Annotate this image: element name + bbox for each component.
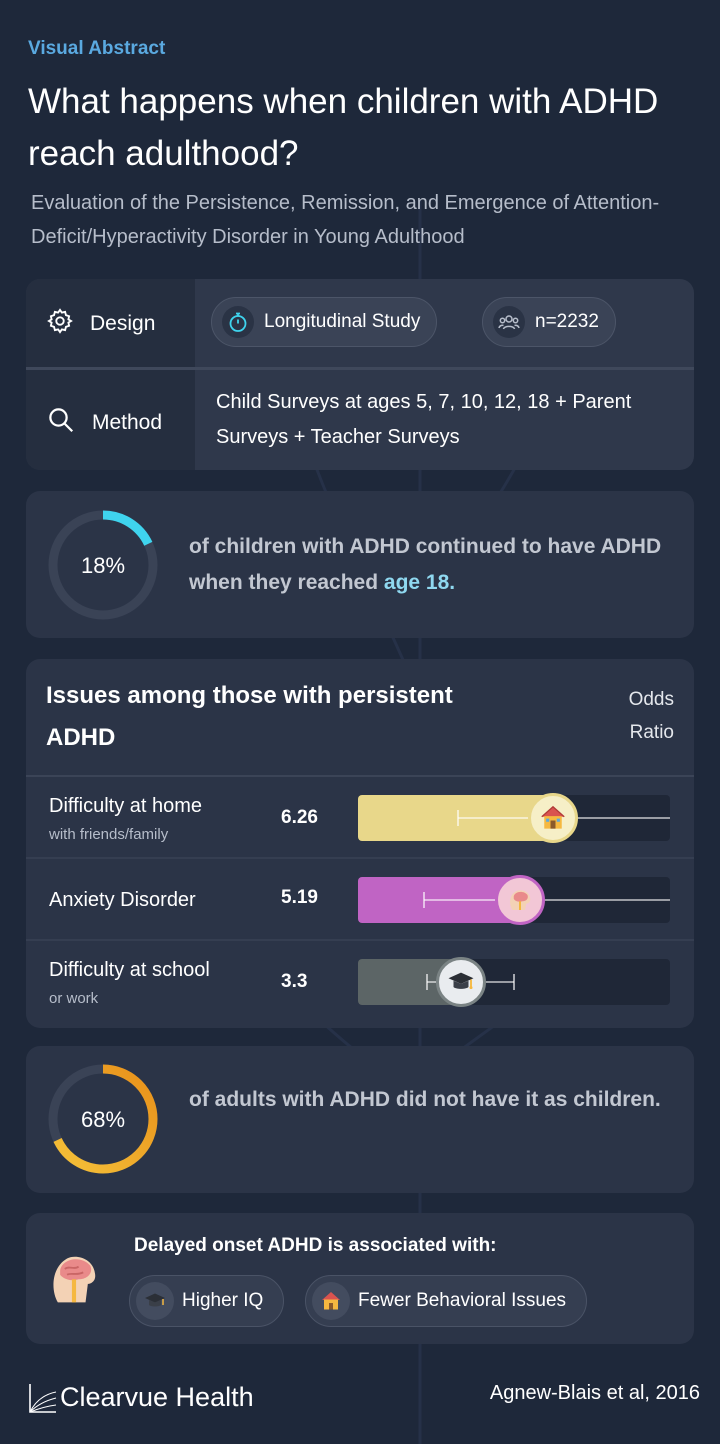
persistence-percent: 18% [81, 553, 125, 578]
confidence-interval-high-tick [513, 974, 515, 990]
graduation-cap-icon [136, 1282, 174, 1320]
persistence-text-highlight: age 18. [383, 571, 456, 594]
brand-name: Clearvue Health [60, 1381, 254, 1412]
house-icon [528, 793, 579, 843]
design-label: Design [90, 312, 156, 335]
brain-icon [494, 875, 545, 925]
issues-card: Issues among those with persistent ADHD … [26, 659, 694, 1028]
odds-ratio-label: Odds Ratio [628, 689, 674, 743]
odds-ratio-bar-track [358, 875, 670, 925]
persistence-card: 18% of children with ADHD continued to h… [26, 491, 694, 638]
odds-ratio-value: 6.26 [281, 807, 318, 828]
issue-label: Difficulty at school [49, 959, 210, 981]
emergence-donut-arc [48, 1064, 158, 1174]
issue-sublabel: with friends/family [49, 826, 169, 843]
tag-fewer-behavioral-issues: Fewer Behavioral Issues [305, 1275, 588, 1327]
people-icon [493, 306, 525, 338]
gear-icon [46, 307, 74, 341]
confidence-interval-low-tick [422, 892, 425, 908]
persistence-donut-arc [48, 510, 158, 620]
study-type: Longitudinal Study [264, 311, 421, 332]
emergence-donut: 68% [48, 1064, 158, 1174]
confidence-interval-line [423, 899, 670, 901]
tag-higher-iq: Higher IQ [129, 1275, 285, 1327]
brand-mark-icon [29, 1384, 57, 1413]
issue-label: Difficulty at home [49, 795, 203, 817]
row-separator [26, 939, 694, 941]
odds-ratio-value: 5.19 [281, 887, 318, 908]
delayed-onset-title: Delayed onset ADHD is associated with: [134, 1235, 497, 1256]
method-row-label: Method [46, 405, 162, 441]
persistence-text-main: of children with ADHD continued to have … [189, 535, 662, 594]
issue-label: Anxiety Disorder [49, 889, 196, 911]
issue-row-school: Difficulty at school or work 3.3 [26, 941, 694, 1023]
stopwatch-icon [222, 306, 254, 338]
persistence-text: of children with ADHD continued to have … [189, 529, 669, 601]
confidence-interval-low-tick [456, 810, 459, 826]
eyebrow-label: Visual Abstract [28, 38, 166, 59]
tag-label: Fewer Behavioral Issues [358, 1290, 567, 1311]
persistence-donut: 18% [48, 510, 158, 620]
search-icon [46, 405, 76, 441]
odds-ratio-value: 3.3 [281, 971, 308, 992]
delayed-onset-card: Delayed onset ADHD is associated with: H… [26, 1213, 694, 1344]
divider [26, 367, 694, 370]
head-brain-icon [46, 1247, 102, 1312]
graduation-cap-icon [435, 957, 486, 1007]
brand-logo: Clearvue Health [26, 1380, 254, 1414]
issue-row-home: Difficulty at home with friends/family 6… [26, 777, 694, 859]
emergence-percent: 68% [81, 1107, 125, 1132]
design-row-label: Design [46, 307, 155, 341]
house-icon [312, 1282, 350, 1320]
tag-label: Higher IQ [182, 1290, 264, 1311]
odds-ratio-bar-track [358, 957, 670, 1007]
confidence-interval-low-tick [425, 974, 428, 990]
issues-title: Issues among those with persistent ADHD [46, 682, 453, 751]
issue-sublabel: or work [49, 990, 99, 1007]
design-method-label-column [26, 279, 195, 470]
odds-ratio-bar-track [358, 793, 670, 843]
issue-row-anxiety: Anxiety Disorder 5.19 [26, 859, 694, 941]
emergence-card: 68% of adults with ADHD did not have it … [26, 1046, 694, 1193]
sample-size-pill: n=2232 [482, 297, 616, 347]
page-title: What happens when children with ADHD rea… [28, 82, 659, 173]
method-description: Child Surveys at ages 5, 7, 10, 12, 18 +… [216, 391, 632, 448]
emergence-text: of adults with ADHD did not have it as c… [189, 1088, 661, 1111]
page-subtitle: Evaluation of the Persistence, Remission… [31, 192, 660, 248]
design-method-card: Design Longitudinal Study n=2232 [26, 279, 694, 470]
method-label: Method [92, 411, 163, 434]
divider [26, 775, 694, 777]
study-type-pill: Longitudinal Study [211, 297, 438, 347]
citation: Agnew-Blais et al, 2016 [489, 1382, 700, 1404]
row-separator [26, 857, 694, 859]
sample-size: n=2232 [535, 311, 599, 332]
